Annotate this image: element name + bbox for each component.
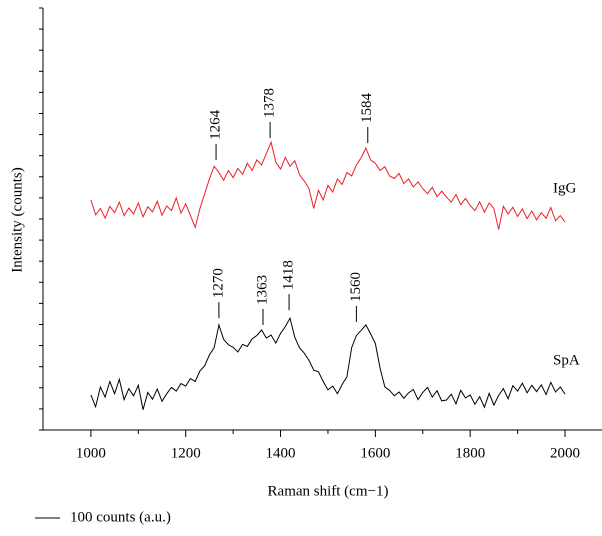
x-tick-label: 1400: [266, 445, 296, 461]
peak-label: 1560: [348, 272, 364, 302]
x-tick-label: 2000: [550, 445, 580, 461]
series-line: [90, 140, 566, 230]
peak-label: 1270: [210, 268, 226, 298]
series-label: SpA: [553, 353, 580, 369]
scale-bar-label: 100 counts (a.u.): [70, 509, 171, 525]
peak-label: 1264: [207, 109, 223, 140]
peak-label: 1363: [254, 275, 270, 305]
x-axis-title: Raman shift (cm−1): [268, 483, 389, 499]
x-tick-label: 1000: [76, 445, 106, 461]
peak-label: 1418: [281, 260, 297, 290]
series-line: [90, 316, 566, 410]
x-tick-label: 1200: [171, 445, 201, 461]
x-tick-label: 1600: [360, 445, 390, 461]
peak-label: 1584: [359, 93, 375, 124]
x-tick-label: 1800: [455, 445, 485, 461]
series-label: IgG: [553, 180, 576, 196]
peak-label: 1378: [262, 88, 278, 118]
y-axis-title: Intensity (counts): [9, 167, 25, 272]
